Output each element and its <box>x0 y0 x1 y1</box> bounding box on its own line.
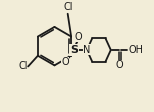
Text: O: O <box>75 32 82 42</box>
Text: Cl: Cl <box>18 61 28 71</box>
Text: N: N <box>83 45 91 55</box>
Text: S: S <box>70 45 78 55</box>
Text: Cl: Cl <box>63 2 73 12</box>
Text: O: O <box>61 57 69 67</box>
Text: OH: OH <box>128 45 143 55</box>
Text: O: O <box>116 60 124 70</box>
